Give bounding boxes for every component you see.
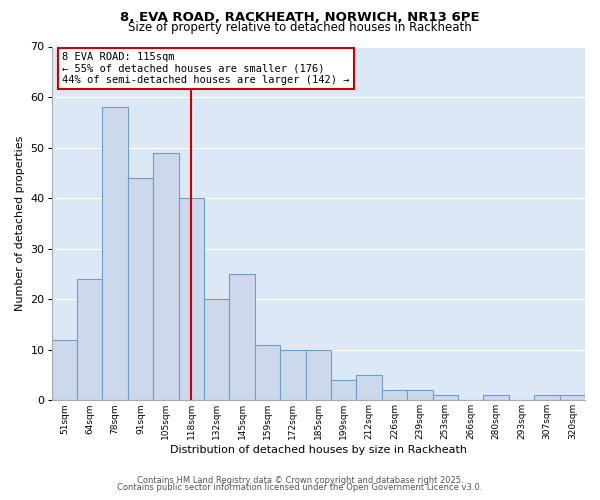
Bar bbox=[305, 350, 331, 401]
Bar bbox=[52, 340, 77, 400]
Bar bbox=[534, 395, 560, 400]
Text: Size of property relative to detached houses in Rackheath: Size of property relative to detached ho… bbox=[128, 21, 472, 34]
Bar bbox=[280, 350, 305, 401]
Bar bbox=[331, 380, 356, 400]
Bar bbox=[229, 274, 255, 400]
Text: Contains HM Land Registry data © Crown copyright and database right 2025.: Contains HM Land Registry data © Crown c… bbox=[137, 476, 463, 485]
Bar bbox=[128, 178, 153, 400]
Bar bbox=[433, 395, 458, 400]
X-axis label: Distribution of detached houses by size in Rackheath: Distribution of detached houses by size … bbox=[170, 445, 467, 455]
Text: 8 EVA ROAD: 115sqm
← 55% of detached houses are smaller (176)
44% of semi-detach: 8 EVA ROAD: 115sqm ← 55% of detached hou… bbox=[62, 52, 350, 85]
Bar bbox=[560, 395, 585, 400]
Bar bbox=[77, 279, 103, 400]
Bar bbox=[484, 395, 509, 400]
Bar bbox=[255, 344, 280, 401]
Bar bbox=[356, 375, 382, 400]
Bar bbox=[204, 299, 229, 400]
Text: 8, EVA ROAD, RACKHEATH, NORWICH, NR13 6PE: 8, EVA ROAD, RACKHEATH, NORWICH, NR13 6P… bbox=[120, 11, 480, 24]
Bar bbox=[153, 152, 179, 400]
Text: Contains public sector information licensed under the Open Government Licence v3: Contains public sector information licen… bbox=[118, 484, 482, 492]
Bar bbox=[179, 198, 204, 400]
Bar bbox=[103, 107, 128, 401]
Bar bbox=[382, 390, 407, 400]
Bar bbox=[407, 390, 433, 400]
Y-axis label: Number of detached properties: Number of detached properties bbox=[15, 136, 25, 311]
